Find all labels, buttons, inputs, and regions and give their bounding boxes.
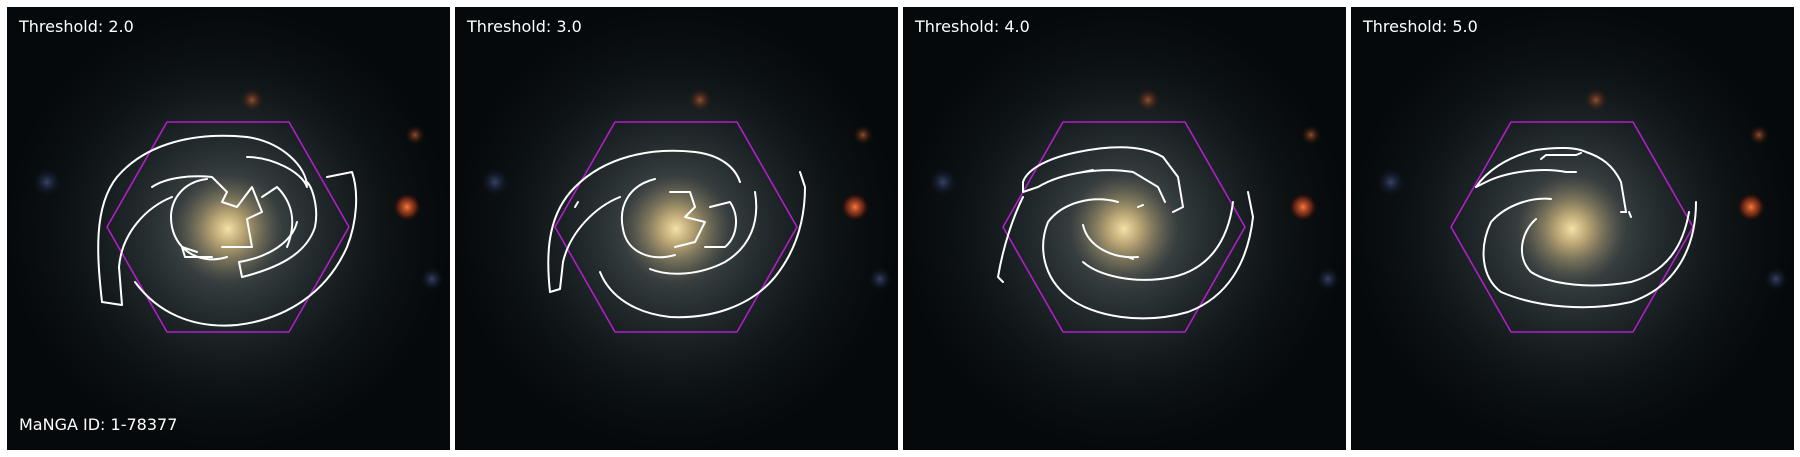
contour-lines	[997, 146, 1254, 320]
hexagon-outline	[554, 121, 798, 333]
galaxy-image	[455, 7, 898, 450]
threshold-label: Threshold: 4.0	[915, 17, 1030, 36]
red-star	[841, 193, 869, 221]
contour-lines	[547, 149, 806, 319]
hexagon-outline	[1002, 121, 1246, 333]
dim-star	[688, 88, 712, 112]
dim-star	[1584, 88, 1608, 112]
red-star	[1289, 193, 1317, 221]
galaxy-image	[1351, 7, 1794, 450]
threshold-label: Threshold: 3.0	[467, 17, 582, 36]
galaxy-panel-threshold-2: Threshold: 2.0 MaNGA ID: 1-78377	[7, 7, 450, 450]
red-star	[393, 193, 421, 221]
dim-star	[1136, 88, 1160, 112]
galaxy-image	[903, 7, 1346, 450]
galaxy-image	[7, 7, 450, 450]
red-star	[1737, 193, 1765, 221]
contour-lines	[97, 134, 358, 327]
threshold-label: Threshold: 5.0	[1363, 17, 1478, 36]
dim-star	[240, 88, 264, 112]
hexagon-outline	[106, 121, 350, 333]
contour-lines	[1475, 146, 1697, 309]
galaxy-panel-threshold-4: Threshold: 4.0	[903, 7, 1346, 450]
galaxy-panel-threshold-3: Threshold: 3.0	[455, 7, 898, 450]
threshold-label: Threshold: 2.0	[19, 17, 134, 36]
galaxy-panel-threshold-5: Threshold: 5.0	[1351, 7, 1794, 450]
manga-id-label: MaNGA ID: 1-78377	[19, 415, 178, 434]
